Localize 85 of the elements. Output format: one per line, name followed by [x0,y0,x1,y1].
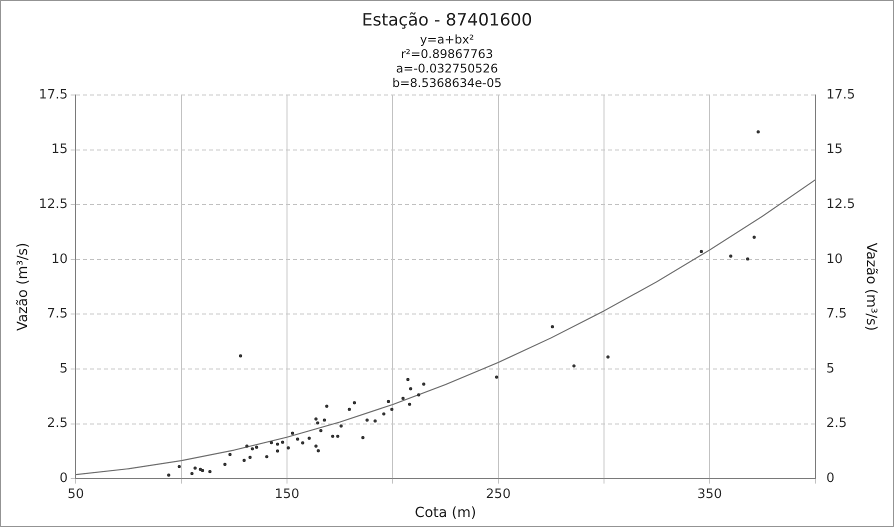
point [296,438,300,441]
x-tick-label: 50 [67,486,84,502]
y-axis-title: Vazão (m³/s) [15,242,32,331]
y-tick-label: 5 [59,361,68,376]
text: r²=0.89867763 [400,47,494,62]
point [572,364,576,368]
y2-tick-label: 7.5 [826,306,847,322]
point [382,412,386,416]
point [417,393,420,396]
point [308,436,311,440]
y2-tick-label: 15 [826,142,843,158]
point [390,408,394,411]
point [245,444,248,448]
y2-tick-label: 5 [826,361,835,376]
point [316,421,320,425]
point [238,354,242,358]
point [495,376,498,379]
point [606,355,610,359]
point [361,436,364,440]
point [550,325,554,328]
point [322,418,326,422]
point [280,440,284,444]
y2-tick-label: 12.5 [826,196,856,212]
point [167,473,170,477]
point [752,236,756,239]
point [223,462,227,466]
y-tick-label: 2.5 [47,416,68,432]
point [348,408,351,411]
point [208,470,212,474]
y2-tick-label: 10 [826,252,843,267]
point [190,472,194,476]
point [250,447,254,450]
point [319,428,322,432]
x-axis-title: Cota (m) [414,505,476,522]
point [242,458,246,462]
text: b=8.5368634e-05 [392,76,502,90]
point [248,456,252,459]
point [408,402,412,406]
y-tick-label: 7.5 [47,306,68,322]
x-tick-label: 150 [274,486,300,502]
chart-title: Estação - 87401600 [362,10,532,31]
point [265,455,268,458]
y-tick-label: 17.5 [38,87,68,102]
x-tick-label: 250 [486,486,511,502]
point [331,434,334,438]
point [200,468,204,472]
point [700,250,703,254]
point [386,400,390,404]
point [316,449,320,452]
point [178,464,181,468]
text: a=-0.032750526 [396,62,498,76]
y-tick-label: 15 [51,142,68,158]
point [276,442,280,446]
point [366,418,369,422]
point [301,441,304,444]
point [314,417,318,421]
point [340,424,343,428]
y-tick-label: 0 [59,470,68,486]
y2-tick-label: 0 [826,470,835,486]
point [336,434,340,438]
point [314,444,318,448]
y-tick-label: 12.5 [38,196,68,212]
point [325,404,328,408]
point [194,466,197,470]
x-tick-label: 350 [697,486,722,502]
point [406,378,410,382]
point [276,449,280,453]
point [255,446,258,449]
point [401,396,405,400]
point [228,452,232,456]
point [422,382,426,386]
y2-tick-label: 17.5 [826,87,856,102]
point [374,419,377,423]
point [286,446,290,450]
y2-axis-title: Vazão (m³/s) [862,242,879,331]
point [352,401,356,404]
point [729,254,732,258]
point [270,441,273,444]
y2-tick-label: 2.5 [826,416,847,432]
point [290,432,294,435]
point [746,257,750,261]
point [756,130,760,134]
point [409,387,412,390]
y-tick-label: 10 [51,252,68,267]
chart-subtitle: y=a+bx² [420,32,474,47]
